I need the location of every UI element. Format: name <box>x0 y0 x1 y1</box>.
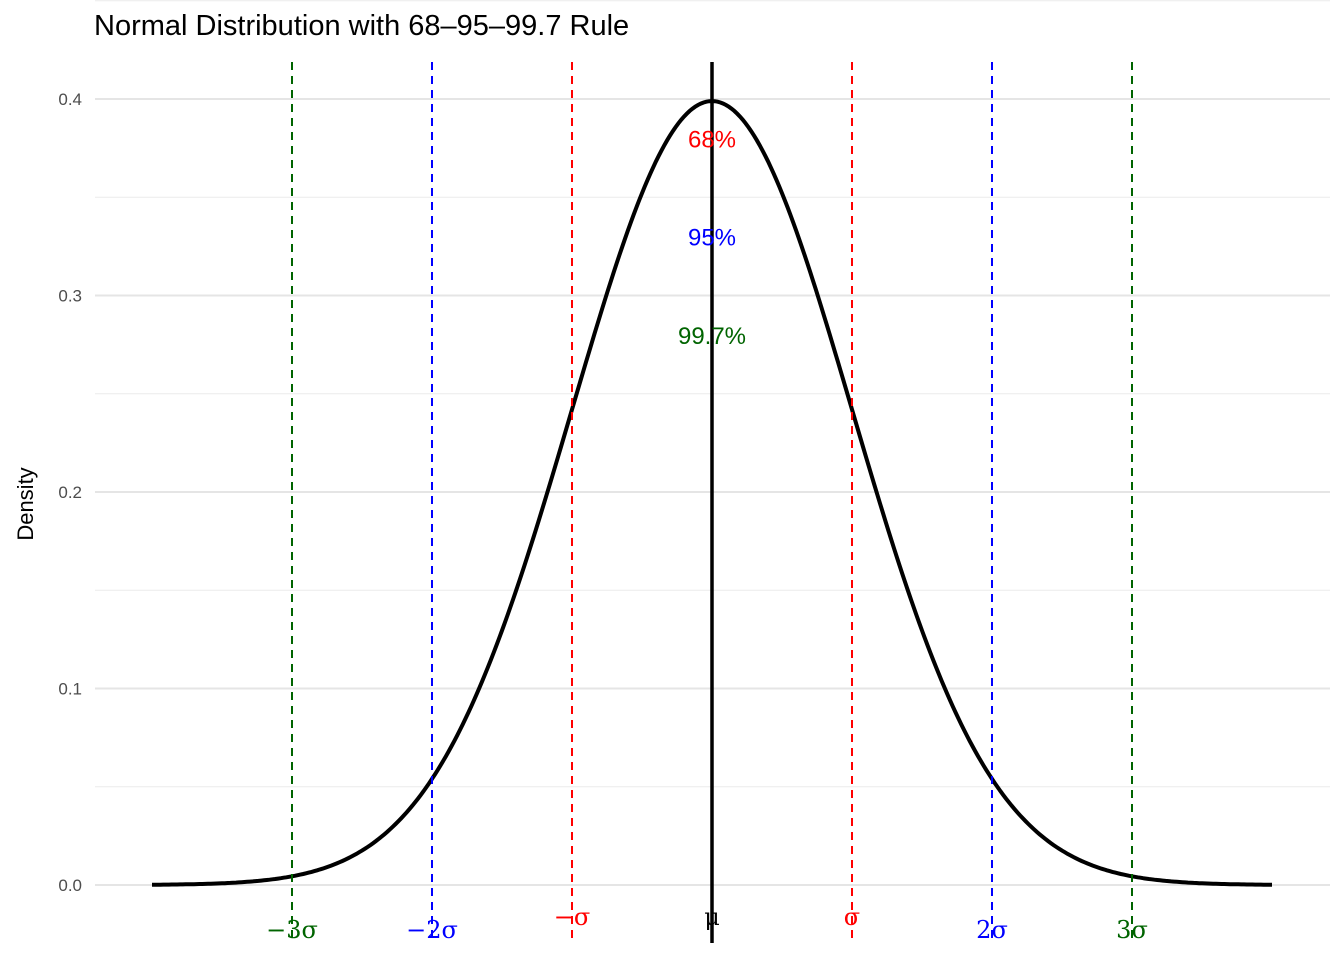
y-tick-label: 0.3 <box>58 287 82 306</box>
x-sigma-label: μ <box>704 903 720 931</box>
y-tick-label: 0.2 <box>58 483 82 502</box>
x-sigma-label: 3σ <box>1116 916 1148 944</box>
x-sigma-label: −2σ <box>406 916 458 944</box>
y-tick-label: 0.0 <box>58 876 82 895</box>
y-tick-label: 0.1 <box>58 680 82 699</box>
x-sigma-label: 2σ <box>976 916 1008 944</box>
x-sigma-label: −σ <box>554 903 591 931</box>
percent-annotation: 95% <box>688 225 736 252</box>
x-sigma-label: σ <box>844 903 860 931</box>
chart-title: Normal Distribution with 68–95–99.7 Rule <box>94 10 630 42</box>
x-sigma-label: −3σ <box>266 916 318 944</box>
y-tick-label: 0.4 <box>58 90 82 109</box>
percent-annotation: 68% <box>688 126 736 153</box>
percent-annotation: 99.7% <box>678 323 746 350</box>
